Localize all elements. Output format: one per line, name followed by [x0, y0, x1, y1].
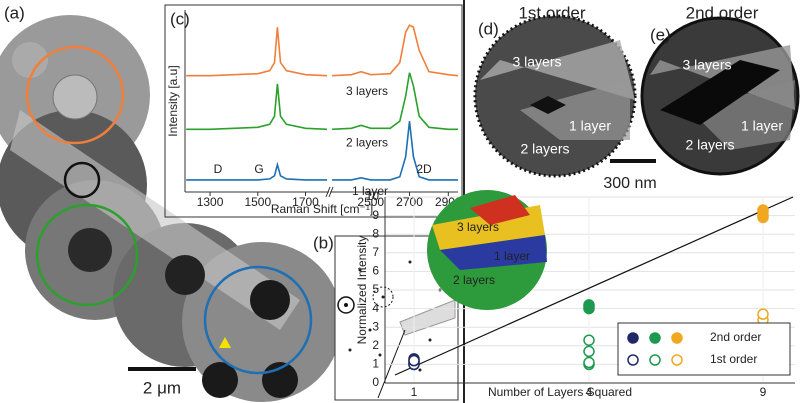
legend-marker: [671, 354, 683, 366]
x-tick-label: 1500: [244, 195, 271, 209]
micrograph-e: [640, 16, 800, 176]
legend-marker: [627, 332, 639, 344]
point: [757, 308, 769, 320]
panel-label: (c): [170, 9, 190, 28]
x-axis-label: Raman Shift [cm⁻¹]: [271, 202, 373, 216]
point: [583, 345, 595, 358]
scale-bar-label: 2 μm: [143, 378, 181, 397]
panel-frame: [164, 4, 463, 218]
panel-label: (b): [313, 233, 334, 252]
legend-label: 2nd order: [710, 330, 761, 344]
point: [583, 299, 595, 311]
inset-label: 1 layer: [494, 249, 530, 263]
legend: [617, 322, 791, 376]
legend-marker: [627, 354, 639, 366]
legend-label: 1st order: [710, 352, 757, 366]
point: [408, 354, 420, 367]
x-tick-label: 1700: [292, 195, 319, 209]
x-axis-label: Number of Layers Squared: [488, 385, 632, 399]
fit-line: [394, 196, 794, 376]
legend-marker: [649, 354, 661, 366]
region-label: 1 layer: [569, 118, 611, 134]
micrograph-d: [473, 14, 656, 178]
axis-break: [325, 186, 334, 198]
peak-label: D: [214, 162, 223, 176]
region-label: 2 layers: [520, 141, 569, 157]
inset-label: 3 layers: [457, 220, 499, 234]
panel-label: (e): [650, 25, 671, 44]
region-label: 1 layer: [741, 118, 783, 134]
y-tick-label: 10: [366, 189, 380, 203]
series-label: 1 layer: [352, 184, 388, 198]
spectrum: [186, 24, 459, 77]
panel-label: (d): [478, 19, 499, 38]
inset-label: 2 layers: [453, 273, 495, 287]
legend-marker: [649, 332, 661, 344]
panel-title: 2nd order: [686, 3, 759, 22]
x-tick-label: 2500: [357, 195, 384, 209]
y-tick-label: 1: [372, 357, 379, 371]
series-label: 2 layers: [346, 135, 388, 149]
y-tick-label: 8: [372, 226, 379, 240]
spectrum: [186, 121, 458, 181]
inset-region: [470, 195, 530, 225]
x-tick-label: 1: [411, 385, 418, 399]
y-tick-label: 9: [372, 208, 379, 222]
peak-label: 2D: [416, 162, 432, 176]
peak-label: G: [254, 162, 263, 176]
y-tick-label: 4: [372, 301, 379, 315]
y-tick-label: 7: [372, 245, 379, 259]
y-axis-label: Intensity [a.u]: [166, 65, 180, 136]
scale-bar-label: 300 nm: [603, 175, 656, 192]
point: [583, 334, 595, 346]
y-tick-label: 0: [372, 375, 379, 389]
x-tick-label: 2700: [396, 195, 423, 209]
x-tick-label: 1300: [197, 195, 224, 209]
legend-marker: [671, 332, 683, 344]
point: [583, 356, 595, 369]
inset-map: 3 layers 1 layer 2 layers: [427, 190, 547, 310]
y-tick-label: 3: [372, 319, 379, 333]
x-tick-label: 4: [586, 385, 593, 399]
micrograph-a: [0, 15, 342, 402]
inset-region: [440, 235, 547, 270]
panel-title: 1st order: [518, 3, 585, 22]
spectrum: [186, 72, 458, 131]
point: [757, 204, 769, 216]
region-label: 3 layers: [512, 54, 561, 70]
x-tick-label: 9: [760, 385, 767, 399]
y-axis-label: Normalized Intensity: [355, 236, 369, 345]
y-tick-label: 5: [372, 282, 379, 296]
panel-label: (a): [4, 3, 25, 22]
y-tick-label: 6: [372, 264, 379, 278]
series-label: 3 layers: [346, 84, 388, 98]
region-label: 3 layers: [682, 57, 731, 73]
region-label: 2 layers: [685, 137, 734, 153]
y-tick-label: 2: [372, 338, 379, 352]
